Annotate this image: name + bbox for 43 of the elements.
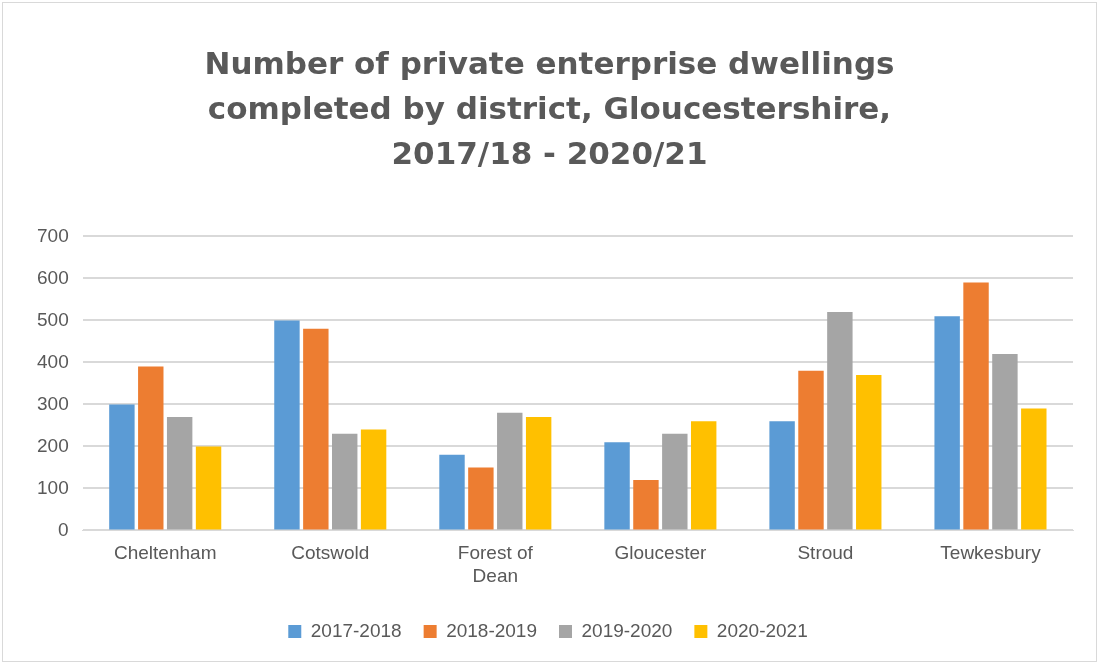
y-tick-label: 200 (37, 434, 69, 456)
x-tick-label: Gloucester (614, 542, 707, 564)
bar (633, 480, 659, 530)
bar (195, 446, 222, 530)
bar (798, 370, 824, 530)
legend-label: 2017-2018 (310, 619, 402, 641)
legend-label: 2020-2021 (716, 619, 808, 641)
legend-label: 2018-2019 (446, 619, 538, 641)
bar (992, 354, 1018, 530)
bar (1021, 408, 1047, 530)
x-tick-label: Cheltenham (114, 542, 217, 564)
bar (662, 433, 688, 530)
y-tick-label: 700 (37, 224, 69, 246)
bar (856, 375, 882, 530)
bar (525, 417, 552, 530)
y-tick-label: 500 (37, 308, 69, 330)
bar (963, 282, 989, 530)
bar (138, 366, 164, 530)
bar (274, 320, 300, 530)
bar (827, 312, 853, 530)
bar (332, 433, 358, 530)
legend-label: 2019-2020 (581, 619, 673, 641)
bar (690, 421, 717, 530)
bar (166, 417, 193, 530)
y-tick-label: 400 (37, 350, 69, 372)
x-tick-label: Stroud (797, 542, 854, 564)
bar (934, 316, 960, 530)
y-tick-label: 300 (37, 392, 69, 414)
bar (468, 467, 494, 530)
bar (769, 421, 795, 530)
x-tick-label: Tewkesbury (940, 542, 1042, 564)
bar (604, 442, 630, 530)
chart-title: Number of private enterprise dwellings completed by district, Gloucestershire, 2017/18 - 2020/21 (203, 44, 896, 173)
y-tick-label: 0 (58, 518, 69, 540)
x-tick-label: Cotswold (291, 542, 370, 564)
bar (360, 429, 387, 530)
y-tick-label: 600 (37, 266, 69, 288)
bar (109, 404, 135, 530)
y-tick-label: 100 (37, 476, 69, 498)
bar (303, 328, 329, 530)
bar (439, 454, 465, 530)
bar (497, 412, 523, 530)
x-tick-label: Forest of Dean (457, 542, 534, 586)
